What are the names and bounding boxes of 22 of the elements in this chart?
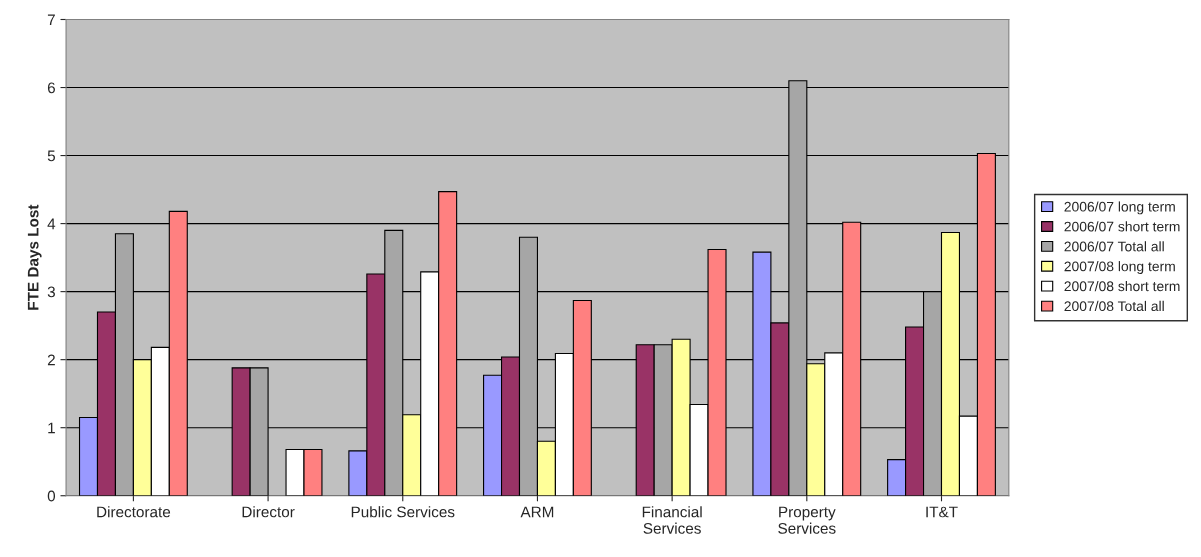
x-tick-label: Director [242, 506, 295, 518]
y-tick-label: 1 [48, 422, 55, 434]
y-tick-label: 2 [47, 354, 55, 366]
y-tick-label: 0 [47, 490, 56, 502]
legend-label: 2006/07 long term [1064, 201, 1175, 215]
y-tick-label: 6 [47, 82, 55, 94]
x-tick-label: Public Services [351, 506, 455, 518]
y-tick-label: 4 [47, 218, 56, 230]
legend-label: 2007/08 short term [1064, 280, 1180, 292]
y-tick-label: 3 [47, 286, 55, 298]
legend-label: 2006/07 Total all [1064, 241, 1164, 252]
legend-label: 2007/08 long term [1064, 261, 1175, 275]
x-tick-label: IT&T [926, 506, 958, 518]
legend-label: 2007/08 Total all [1064, 300, 1164, 312]
y-tick-label: 5 [47, 150, 55, 162]
legend-label: 2006/07 short term [1064, 221, 1180, 232]
x-tick-label: Directorate [97, 506, 171, 518]
x-tick-label: ARM [520, 506, 554, 518]
y-tick-label: 7 [47, 14, 55, 26]
x-tick-label: Financial Services [642, 506, 702, 534]
y-axis-title: FTE Days Lost [27, 204, 42, 310]
x-tick-label: Property Services [778, 506, 836, 534]
